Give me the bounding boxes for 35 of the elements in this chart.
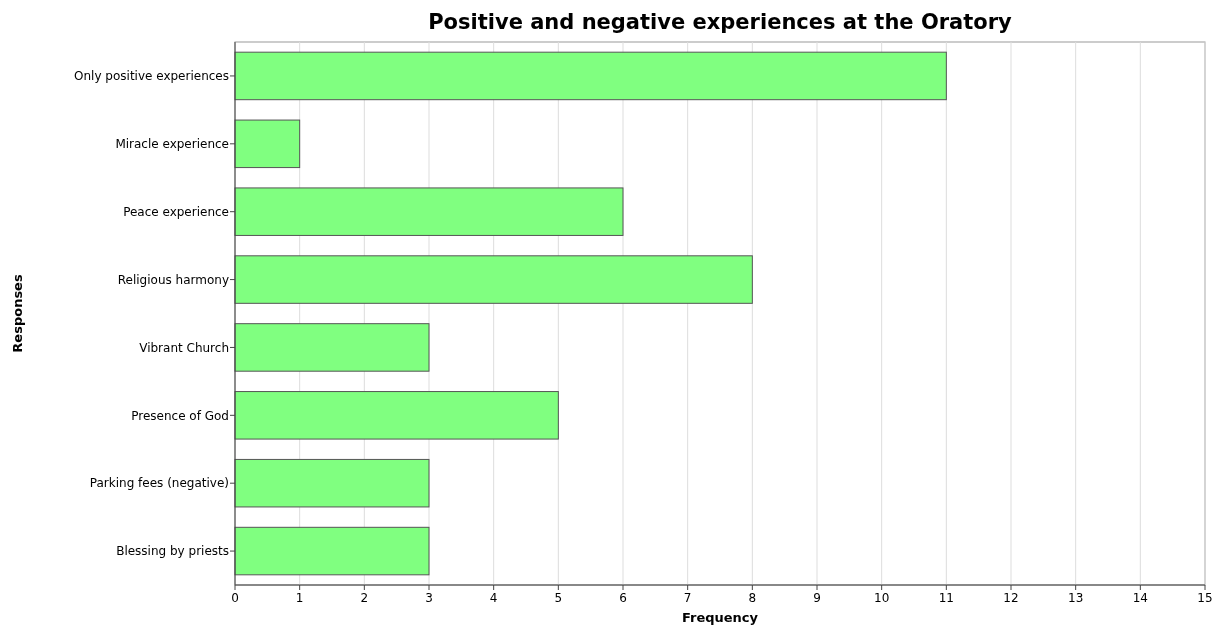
x-tick-label: 0 bbox=[231, 591, 239, 605]
bar bbox=[234, 323, 430, 372]
bar bbox=[234, 51, 947, 101]
x-tick-label: 2 bbox=[360, 591, 369, 605]
x-tick-label: 4 bbox=[489, 591, 498, 605]
x-tick-label: 15 bbox=[1197, 591, 1213, 605]
bar bbox=[234, 255, 753, 304]
x-tick-label: 11 bbox=[938, 591, 954, 605]
x-axis-title: Frequency bbox=[681, 610, 759, 625]
x-tick-label: 12 bbox=[1003, 591, 1019, 605]
bar bbox=[234, 526, 430, 576]
bar bbox=[234, 458, 430, 508]
x-tick-label: 8 bbox=[748, 591, 757, 605]
y-tick-label: Peace experience bbox=[123, 204, 229, 219]
x-tick-label: 3 bbox=[425, 591, 433, 605]
y-tick-label: Presence of God bbox=[131, 408, 229, 423]
y-tick-label: Religious harmony bbox=[117, 272, 229, 287]
bar bbox=[234, 119, 301, 169]
x-tick-label: 10 bbox=[874, 591, 890, 605]
x-tick-label: 7 bbox=[683, 591, 692, 605]
x-tick-label: 13 bbox=[1068, 591, 1084, 605]
y-tick-label: Parking fees (negative) bbox=[89, 476, 229, 491]
x-tick-label: 14 bbox=[1132, 591, 1148, 605]
y-tick-label: Vibrant Church bbox=[139, 340, 229, 355]
y-tick-label: Blessing by priests bbox=[116, 544, 229, 559]
bar bbox=[234, 187, 624, 236]
y-tick-label: Only positive experiences bbox=[74, 69, 229, 84]
y-axis-title: Responses bbox=[10, 274, 25, 353]
bar bbox=[234, 391, 559, 440]
y-tick-label: Miracle experience bbox=[115, 137, 229, 152]
x-tick-label: 1 bbox=[295, 591, 304, 605]
chart-title: Positive and negative experiences at the Oratory bbox=[428, 10, 1013, 34]
x-tick-label: 6 bbox=[619, 591, 627, 605]
x-tick-label: 9 bbox=[813, 591, 821, 605]
x-tick-label: 5 bbox=[554, 591, 563, 605]
